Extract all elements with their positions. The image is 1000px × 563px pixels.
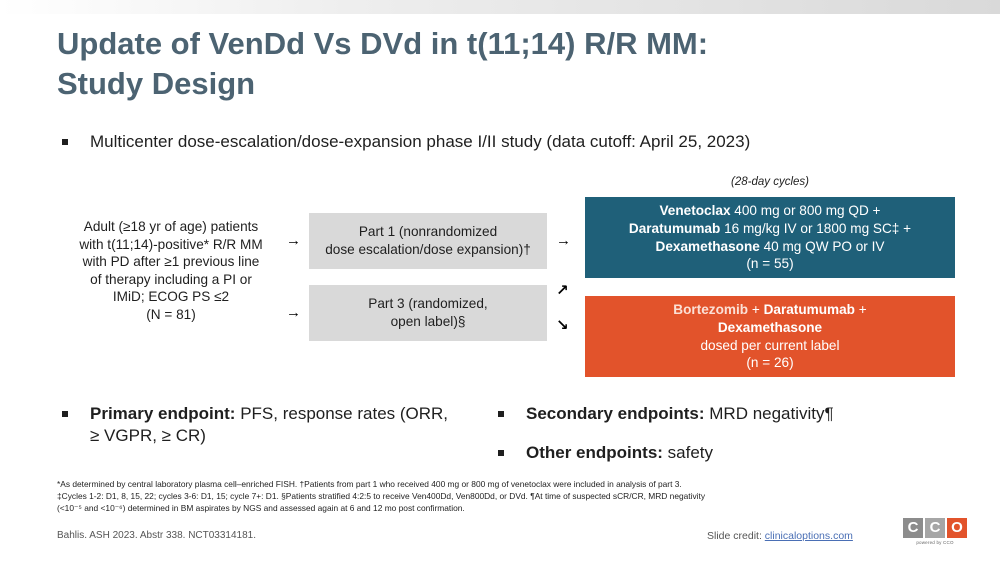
patient-line: of therapy including a PI or [90,271,252,287]
bor-arm-n: (n = 26) [746,355,794,371]
cco-logo: C C O powered by CCO [903,518,967,545]
footnote-line: *As determined by central laboratory pla… [57,479,682,489]
patient-criteria: Adult (≥18 yr of age) patients with t(11… [54,218,288,324]
arrow-right-icon: → [286,232,301,249]
footnotes: *As determined by central laboratory pla… [57,478,957,514]
credit-label: Slide credit: [707,530,765,542]
ven-arm-line-1: Venetoclax 400 mg or 800 mg QD + [659,203,881,219]
other-endpoint-text: Other endpoints: safety [526,443,714,462]
primary-endpoint-bullet: Primary endpoint: PFS, response rates (O… [62,403,450,447]
patient-line: with t(11;14)-positive* R/R MM [79,236,263,252]
top-gradient-bar [0,0,1000,14]
part1-line-2: dose escalation/dose expansion)† [325,242,531,257]
other-endpoint-bullet: Other endpoints: safety [498,442,713,464]
bortezomib-arm-box: Bortezomib + Daratumumab + Dexamethasone… [585,296,955,377]
main-bullet: Multicenter dose-escalation/dose-expansi… [62,131,750,153]
arrow-up-right-icon: ↗ [556,282,569,299]
part1-box: Part 1 (nonrandomized dose escalation/do… [309,213,547,269]
primary-endpoint-text: Primary endpoint: PFS, response rates (O… [90,404,449,445]
part3-line-2: open label)§ [390,314,466,329]
arrow-right-icon: → [556,232,571,249]
bullet-square-icon [498,411,504,417]
ven-arm-n: (n = 55) [746,256,794,272]
bor-arm-line-3: dosed per current label [700,337,840,353]
cycles-note: (28-day cycles) [731,176,809,188]
venetoclax-arm-box: Venetoclax 400 mg or 800 mg QD + Daratum… [585,197,955,278]
logo-letter: C [903,518,923,538]
slide-title: Update of VenDd Vs DVd in t(11;14) R/R M… [57,24,957,104]
ven-arm-line-2: Daratumumab 16 mg/kg IV or 1800 mg SC‡ + [628,220,912,236]
logo-letter: C [925,518,945,538]
arrow-right-icon: → [286,304,301,321]
bor-arm-line-2: Dexamethasone [717,319,823,335]
citation: Bahlis. ASH 2023. Abstr 338. NCT03314181… [57,530,257,541]
patient-line: with PD after ≥1 previous line [82,254,260,270]
secondary-endpoint-bullet: Secondary endpoints: MRD negativity¶ [498,403,834,425]
slide-credit: Slide credit: clinicaloptions.com [707,530,853,542]
credit-link[interactable]: clinicaloptions.com [764,530,853,542]
bullet-square-icon [62,139,68,145]
footnote-line: (<10⁻⁵ and <10⁻⁶) determined in BM aspir… [57,503,465,513]
bullet-square-icon [62,411,68,417]
ven-arm-line-3: Dexamethasone 40 mg QW PO or IV [655,238,885,254]
bullet-square-icon [498,450,504,456]
patient-line: IMiD; ECOG PS ≤2 [112,289,230,305]
patient-line: Adult (≥18 yr of age) patients [83,219,259,234]
bor-arm-line-1: Bortezomib + Daratumumab + [673,302,867,318]
secondary-endpoint-text: Secondary endpoints: MRD negativity¶ [526,404,834,423]
part1-line-1: Part 1 (nonrandomized [358,224,498,240]
main-bullet-text: Multicenter dose-escalation/dose-expansi… [90,132,751,151]
title-line-1: Update of VenDd Vs DVd in t(11;14) R/R M… [57,26,709,61]
title-line-2: Study Design [57,66,256,101]
patient-line: (N = 81) [146,306,196,322]
footnote-line: ‡Cycles 1-2: D1, 8, 15, 22; cycles 3-6: … [57,491,706,501]
logo-subtitle: powered by CCO [916,540,954,545]
part3-line-1: Part 3 (randomized, [368,296,488,312]
arrow-down-right-icon: ↘ [556,317,569,334]
logo-letter: O [947,518,967,538]
part3-box: Part 3 (randomized, open label)§ [309,285,547,341]
